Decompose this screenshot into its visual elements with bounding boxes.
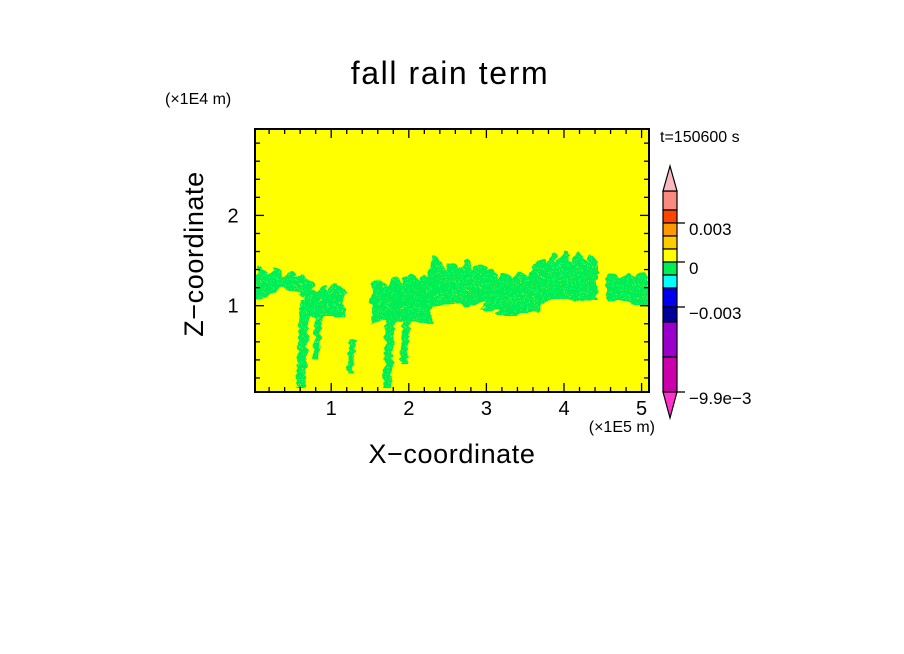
svg-text:(×1E5 m): (×1E5 m) bbox=[589, 419, 655, 436]
svg-text:2: 2 bbox=[403, 398, 414, 420]
svg-text:1: 1 bbox=[326, 398, 337, 420]
svg-text:2: 2 bbox=[227, 205, 238, 227]
svg-text:t=150600 s: t=150600 s bbox=[660, 129, 740, 146]
svg-text:fall rain term: fall rain term bbox=[351, 55, 549, 91]
svg-text:0.003: 0.003 bbox=[689, 220, 732, 239]
svg-text:−0.003: −0.003 bbox=[689, 304, 741, 323]
svg-text:3: 3 bbox=[481, 398, 492, 420]
svg-text:1: 1 bbox=[227, 296, 238, 318]
svg-text:Z−coordinate: Z−coordinate bbox=[179, 171, 209, 337]
svg-text:−9.9e−3: −9.9e−3 bbox=[689, 389, 751, 408]
svg-text:5: 5 bbox=[636, 398, 647, 420]
svg-text:X−coordinate: X−coordinate bbox=[368, 439, 535, 469]
svg-text:4: 4 bbox=[558, 398, 569, 420]
svg-text:(×1E4 m): (×1E4 m) bbox=[165, 91, 231, 108]
svg-text:0: 0 bbox=[689, 259, 698, 278]
